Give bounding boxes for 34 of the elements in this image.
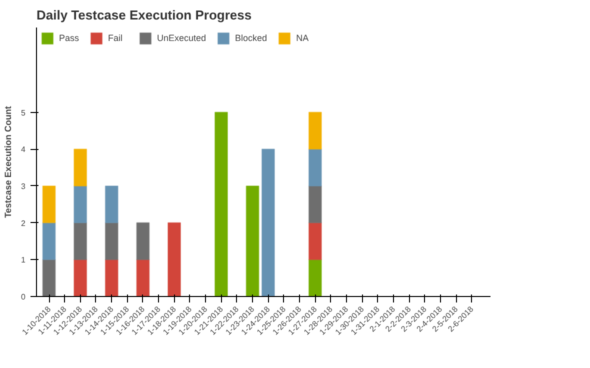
bar [136, 222, 150, 260]
bar [74, 185, 88, 224]
bar [74, 222, 88, 260]
y-axis-title: Testcase Execution Count [3, 106, 14, 218]
bar [308, 148, 322, 186]
bar [104, 259, 118, 296]
y-tick-label: 4 [21, 145, 26, 154]
bar [214, 112, 228, 296]
legend-label: Blocked [235, 33, 268, 43]
bar [74, 259, 88, 296]
y-tick-label: 1 [21, 256, 26, 265]
bar [42, 185, 56, 224]
bar [246, 185, 260, 296]
bar [136, 259, 150, 296]
bar [308, 259, 322, 296]
y-tick-label: 2 [21, 218, 26, 228]
y-tick-label: 5 [21, 108, 26, 118]
bar [104, 185, 118, 224]
legend-label: UnExecuted [157, 33, 206, 43]
bar [42, 259, 56, 296]
bar [308, 222, 322, 260]
bar [42, 222, 56, 260]
chart-title: Daily Testcase Execution Progress [36, 8, 252, 22]
bar [168, 222, 182, 296]
legend-label: Fail [108, 33, 124, 43]
y-tick-label: 3 [21, 182, 26, 191]
legend-label: Pass [59, 33, 80, 43]
bar [261, 148, 275, 296]
bar [308, 185, 322, 224]
legend-label: NA [296, 33, 310, 43]
bar [104, 222, 118, 260]
bar [74, 148, 88, 186]
y-tick-label: 0 [21, 292, 26, 302]
bar [308, 112, 322, 150]
